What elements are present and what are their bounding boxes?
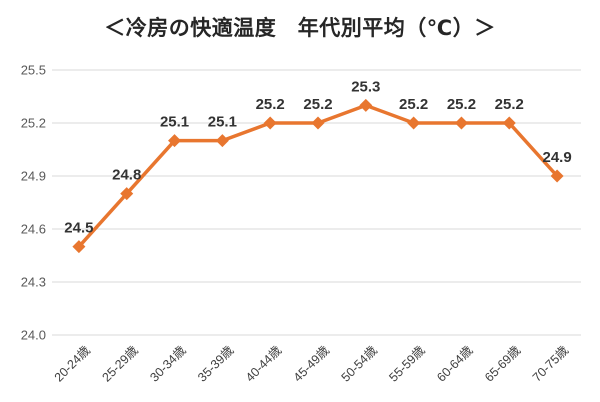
data-point-label: 24.9 <box>542 149 571 166</box>
data-point-marker <box>359 98 373 112</box>
x-axis-tick-label: 20-24歳 <box>52 343 94 385</box>
data-point-marker <box>120 187 134 201</box>
data-point-marker <box>263 116 277 130</box>
x-axis-tick-label: 55-59歳 <box>386 343 428 385</box>
x-axis-tick-label: 35-39歳 <box>195 343 237 385</box>
x-axis-tick-label: 25-29歳 <box>99 343 141 385</box>
y-axis-tick-label: 24.9 <box>21 169 46 184</box>
data-point-label: 25.2 <box>495 96 524 113</box>
y-axis-tick-label: 24.6 <box>21 222 46 237</box>
x-axis-tick-label: 40-44歳 <box>243 343 285 385</box>
data-point-marker <box>407 116 421 130</box>
chart-title: ＜冷房の快適温度 年代別平均（℃）＞ <box>104 17 496 40</box>
data-point-label: 25.1 <box>208 114 237 131</box>
data-point-marker <box>550 169 564 183</box>
y-axis-tick-label: 24.3 <box>21 275 46 290</box>
data-point-label: 24.8 <box>112 167 141 184</box>
data-point-label: 25.2 <box>447 96 476 113</box>
data-point-label: 25.2 <box>303 96 332 113</box>
x-axis-tick-label: 60-64歳 <box>434 343 476 385</box>
y-axis-tick-label: 24.0 <box>21 328 46 343</box>
data-point-marker <box>502 116 516 130</box>
data-point-marker <box>215 134 229 148</box>
data-point-marker <box>168 134 182 148</box>
x-axis-tick-label: 30-34歳 <box>147 343 189 385</box>
x-axis-tick-label: 65-69歳 <box>482 343 524 385</box>
data-point-label: 25.1 <box>160 114 189 131</box>
y-axis-tick-label: 25.2 <box>21 116 46 131</box>
y-axis-tick-label: 25.5 <box>21 63 46 78</box>
data-point-marker <box>311 116 325 130</box>
data-point-marker <box>72 240 86 254</box>
x-axis-tick-label: 45-49歳 <box>291 343 333 385</box>
data-point-label: 24.5 <box>64 220 93 237</box>
data-point-label: 25.2 <box>256 96 285 113</box>
data-point-label: 25.3 <box>351 78 380 95</box>
x-axis-tick-label: 50-54歳 <box>339 343 381 385</box>
data-point-label: 25.2 <box>399 96 428 113</box>
data-point-marker <box>454 116 468 130</box>
x-axis-tick-label: 70-75歳 <box>530 343 572 385</box>
